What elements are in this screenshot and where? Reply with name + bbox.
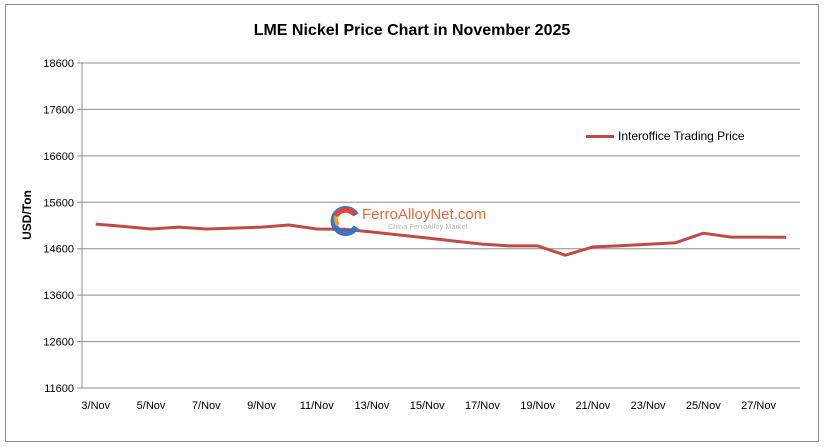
x-tick-label: 13/Nov [355, 400, 390, 412]
y-tick-label: 16600 [43, 151, 74, 163]
watermark-main-text: FerroAlloyNet.com [362, 206, 487, 223]
y-tick-label: 13600 [43, 290, 74, 302]
legend-line-swatch [586, 134, 614, 138]
chart-frame [5, 4, 819, 442]
x-tick-label: 15/Nov [410, 400, 445, 412]
y-tick-label: 11600 [44, 383, 74, 395]
x-tick-label: 21/Nov [575, 400, 610, 412]
x-tick-label: 3/Nov [81, 400, 110, 412]
x-tick-label: 17/Nov [465, 400, 500, 412]
y-tick-label: 12600 [43, 337, 74, 349]
x-tick-label: 19/Nov [520, 400, 555, 412]
chart-title: LME Nickel Price Chart in November 2025 [253, 22, 571, 39]
y-tick-label: 18600 [43, 58, 74, 70]
x-tick-label: 27/Nov [741, 400, 776, 412]
y-tick-label: 14600 [43, 244, 74, 256]
watermark-sub-text: China FerroAlloy Market [388, 224, 469, 231]
ferroalloynet-logo-icon [330, 206, 359, 236]
legend-label: Interoffice Trading Price [618, 129, 745, 143]
y-tick-label: 15600 [43, 197, 74, 209]
x-tick-label: 7/Nov [192, 400, 221, 412]
y-tick-label: 17600 [43, 104, 74, 116]
x-tick-label: 5/Nov [137, 400, 166, 412]
watermark: FerroAlloyNet.com China FerroAlloy Marke… [330, 206, 486, 236]
x-tick-label: 9/Nov [247, 400, 276, 412]
x-tick-label: 23/Nov [631, 400, 666, 412]
price-line [95, 222, 787, 257]
x-tick-label: 25/Nov [686, 400, 721, 412]
legend: Interoffice Trading Price [586, 129, 745, 143]
x-tick-label: 11/Nov [300, 400, 335, 412]
